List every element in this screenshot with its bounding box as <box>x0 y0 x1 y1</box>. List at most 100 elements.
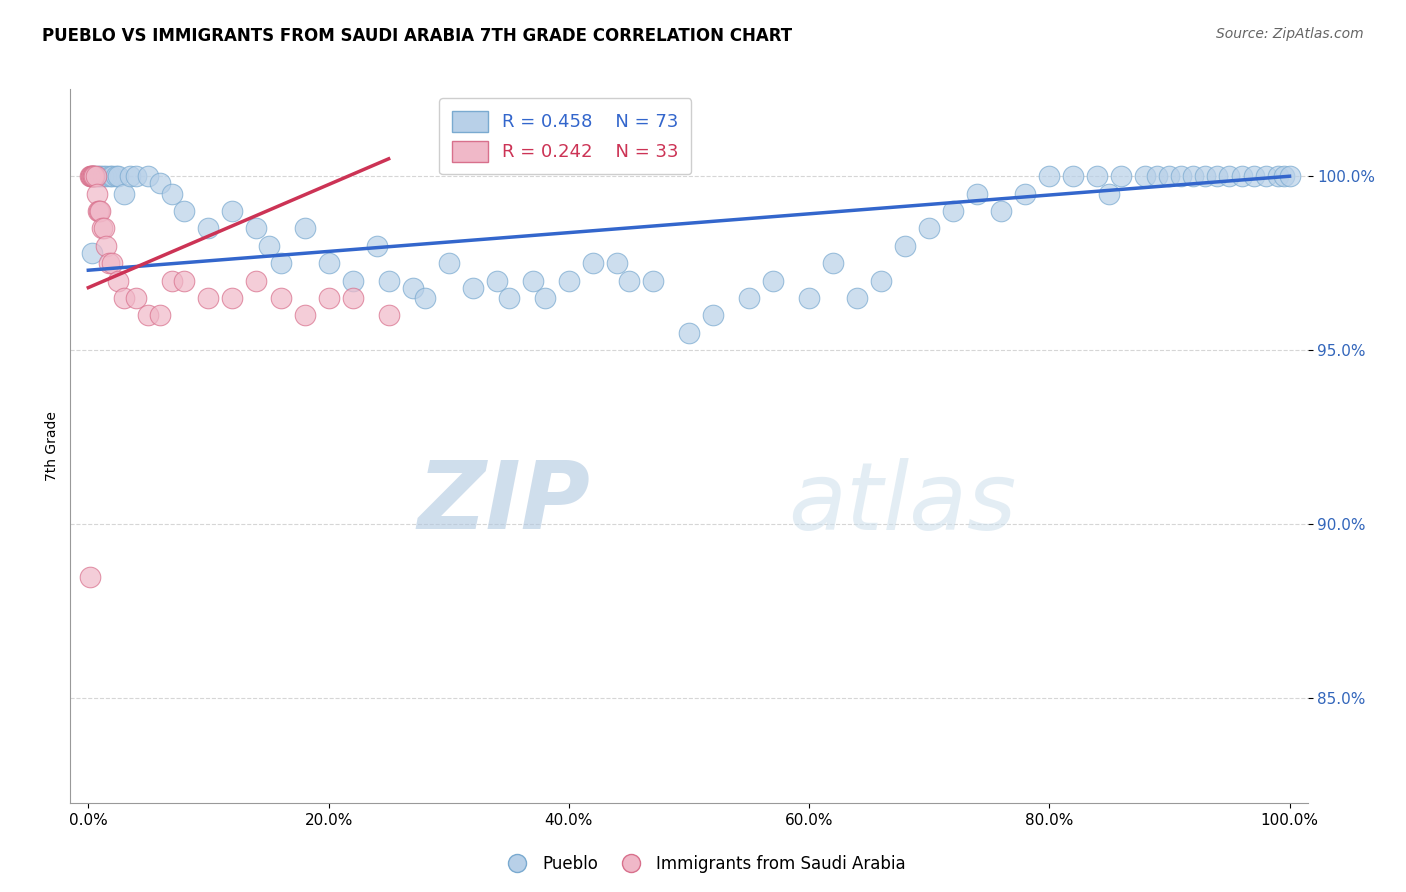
Point <box>138 169 160 184</box>
Point <box>112 291 135 305</box>
Point <box>197 221 219 235</box>
Point <box>797 291 820 305</box>
Point <box>270 256 292 270</box>
Point <box>125 169 148 184</box>
Point <box>89 204 111 219</box>
Point <box>762 274 785 288</box>
Point <box>138 309 160 323</box>
Point <box>1159 169 1181 184</box>
Text: Source: ZipAtlas.com: Source: ZipAtlas.com <box>1216 27 1364 41</box>
Point <box>221 204 243 219</box>
Point <box>1085 169 1108 184</box>
Point <box>498 291 520 305</box>
Point <box>1243 169 1265 184</box>
Point <box>96 169 118 184</box>
Point <box>558 274 581 288</box>
Point <box>245 274 267 288</box>
Point <box>342 291 364 305</box>
Point <box>245 221 267 235</box>
Point <box>894 239 917 253</box>
Point <box>107 274 129 288</box>
Legend: R = 0.458    N = 73, R = 0.242    N = 33: R = 0.458 N = 73, R = 0.242 N = 33 <box>439 98 692 174</box>
Point <box>96 239 118 253</box>
Point <box>294 221 316 235</box>
Point <box>1267 169 1289 184</box>
Point <box>112 186 135 201</box>
Point <box>101 169 124 184</box>
Point <box>1194 169 1216 184</box>
Point <box>870 274 893 288</box>
Point <box>918 221 941 235</box>
Point <box>1206 169 1229 184</box>
Point <box>582 256 605 270</box>
Text: ZIP: ZIP <box>418 457 591 549</box>
Point <box>1038 169 1060 184</box>
Point <box>401 280 423 294</box>
Point <box>162 186 184 201</box>
Point <box>101 256 124 270</box>
Point <box>87 204 110 219</box>
Point <box>1218 169 1240 184</box>
Point <box>80 245 103 260</box>
Point <box>1098 186 1121 201</box>
Point <box>125 291 148 305</box>
Y-axis label: 7th Grade: 7th Grade <box>45 411 59 481</box>
Point <box>461 280 484 294</box>
Point <box>82 169 104 184</box>
Point <box>641 274 664 288</box>
Point <box>173 274 195 288</box>
Point <box>270 291 292 305</box>
Point <box>79 569 101 583</box>
Point <box>738 291 761 305</box>
Point <box>1146 169 1168 184</box>
Point <box>80 169 103 184</box>
Point <box>846 291 869 305</box>
Point <box>79 169 101 184</box>
Point <box>120 169 142 184</box>
Point <box>221 291 243 305</box>
Point <box>107 169 129 184</box>
Point <box>522 274 544 288</box>
Point <box>1254 169 1277 184</box>
Point <box>91 169 114 184</box>
Point <box>104 169 127 184</box>
Point <box>1014 186 1036 201</box>
Point <box>294 309 316 323</box>
Point <box>377 309 399 323</box>
Point <box>990 204 1012 219</box>
Point <box>90 221 112 235</box>
Point <box>342 274 364 288</box>
Point <box>80 169 103 184</box>
Point <box>1182 169 1205 184</box>
Legend: Pueblo, Immigrants from Saudi Arabia: Pueblo, Immigrants from Saudi Arabia <box>494 848 912 880</box>
Point <box>678 326 700 340</box>
Point <box>413 291 436 305</box>
Point <box>162 274 184 288</box>
Point <box>1111 169 1133 184</box>
Point <box>80 169 103 184</box>
Point <box>82 169 104 184</box>
Point <box>149 176 172 190</box>
Point <box>318 291 340 305</box>
Point <box>966 186 988 201</box>
Point <box>89 204 111 219</box>
Point <box>942 204 965 219</box>
Point <box>617 274 640 288</box>
Text: PUEBLO VS IMMIGRANTS FROM SAUDI ARABIA 7TH GRADE CORRELATION CHART: PUEBLO VS IMMIGRANTS FROM SAUDI ARABIA 7… <box>42 27 793 45</box>
Point <box>84 169 107 184</box>
Point <box>318 256 340 270</box>
Point <box>173 204 195 219</box>
Point <box>606 256 628 270</box>
Point <box>87 169 110 184</box>
Point <box>1272 169 1295 184</box>
Point <box>377 274 399 288</box>
Point <box>485 274 508 288</box>
Point <box>97 256 120 270</box>
Point <box>1062 169 1084 184</box>
Point <box>93 221 115 235</box>
Point <box>702 309 724 323</box>
Point <box>98 169 121 184</box>
Point <box>89 169 111 184</box>
Point <box>533 291 555 305</box>
Point <box>823 256 845 270</box>
